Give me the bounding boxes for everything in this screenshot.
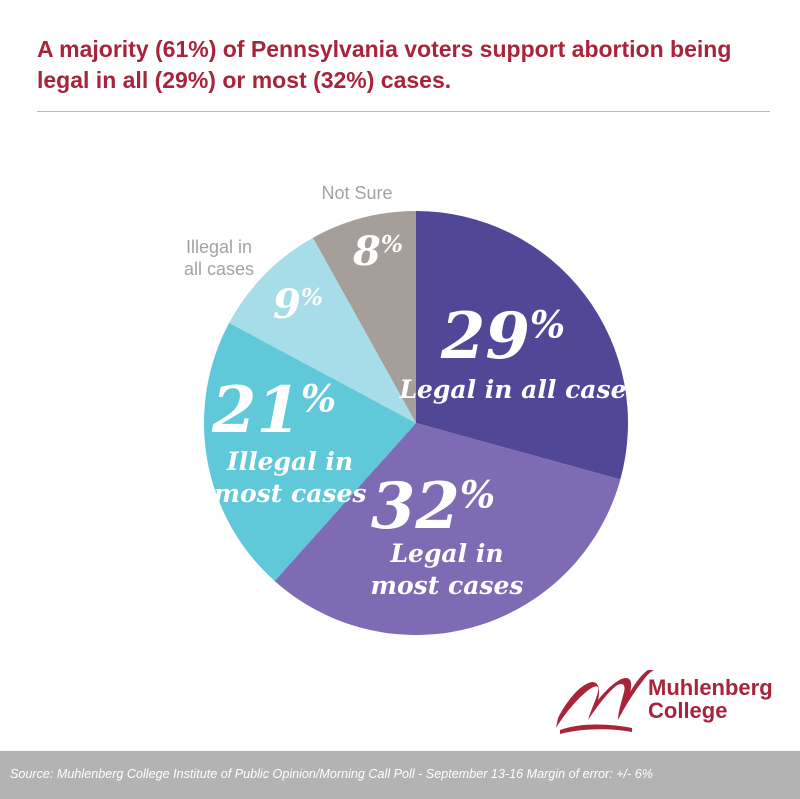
logo-name-2: College <box>648 698 728 723</box>
pie-chart: 29%Legal in all cases 32%Legal in most cas… <box>183 183 640 636</box>
slice-outer-label: Illegal in all cases <box>184 237 254 279</box>
logo-wordmark: Muhlenberg College <box>648 676 773 722</box>
slice-value-label: 32% <box>371 469 495 544</box>
pie-slice <box>203 322 416 581</box>
chart-title: A majority (61%) of Pennsylvania voters … <box>37 36 732 93</box>
pie-slice <box>274 423 621 636</box>
title-divider <box>37 111 770 112</box>
slice-category-label: Illegal in most cases <box>214 447 367 508</box>
slice-category-label: Legal in most cases <box>371 539 524 600</box>
slice-value-label: 29% <box>440 299 565 374</box>
slice-outer-label: Not Sure <box>321 183 392 203</box>
slice-category-label: Legal in all cases <box>398 375 640 404</box>
source-note: Source: Muhlenberg College Institute of … <box>10 767 653 781</box>
muhlenberg-logo <box>556 670 654 734</box>
pie-slice <box>416 211 628 480</box>
pie-slice <box>229 237 416 423</box>
footer-bar: Source: Muhlenberg College Institute of … <box>0 751 800 799</box>
logo-m-mark <box>556 670 654 734</box>
slice-value-label: 8% <box>352 228 403 275</box>
slice-value-label: 9% <box>273 281 323 328</box>
pie-slice <box>312 211 416 423</box>
logo-name: Muhlenberg <box>648 675 773 700</box>
slice-value-label: 21% <box>211 373 336 448</box>
